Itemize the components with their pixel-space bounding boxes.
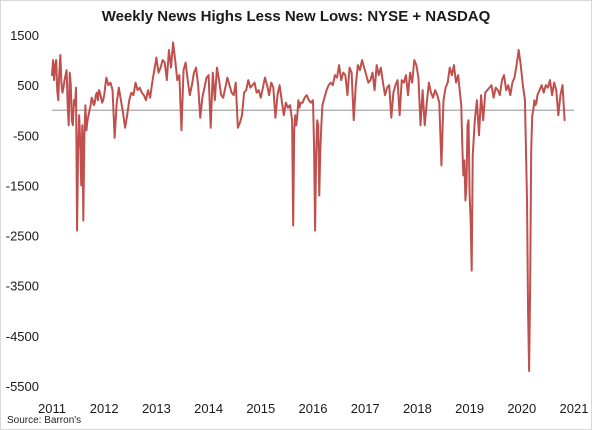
y-tick-label: -5500 <box>6 379 39 394</box>
y-tick-label: 500 <box>17 78 39 93</box>
x-tick-label: 2012 <box>90 401 119 416</box>
source-note: Source: Barron's <box>7 415 82 426</box>
x-tick-label: 2011 <box>38 401 66 416</box>
x-tick-label: 2019 <box>455 401 484 416</box>
x-tick-label: 2016 <box>299 401 328 416</box>
series-layer <box>51 41 566 372</box>
y-tick-label: -3500 <box>6 279 39 294</box>
y-tick-label: -500 <box>13 128 39 143</box>
x-tick-label: 2013 <box>142 401 171 416</box>
x-tick-label: 2014 <box>194 401 223 416</box>
x-tick-label: 2017 <box>351 401 380 416</box>
y-tick-label: -2500 <box>6 229 39 244</box>
chart-title: Weekly News Highs Less New Lows: NYSE + … <box>101 8 491 25</box>
x-tick-label: 2021 <box>560 401 589 416</box>
y-tick-label: -1500 <box>6 178 39 193</box>
tick-labels: 1500 500 -500 -1500 -2500 -3500 -4500 -5500 2011… <box>6 28 589 416</box>
series-line-0 <box>51 41 566 372</box>
x-tick-label: 2018 <box>403 401 432 416</box>
y-tick-label: 1500 <box>10 28 39 43</box>
x-tick-label: 2020 <box>507 401 536 416</box>
x-tick-label: 2015 <box>246 401 275 416</box>
y-tick-label: -4500 <box>6 329 39 344</box>
